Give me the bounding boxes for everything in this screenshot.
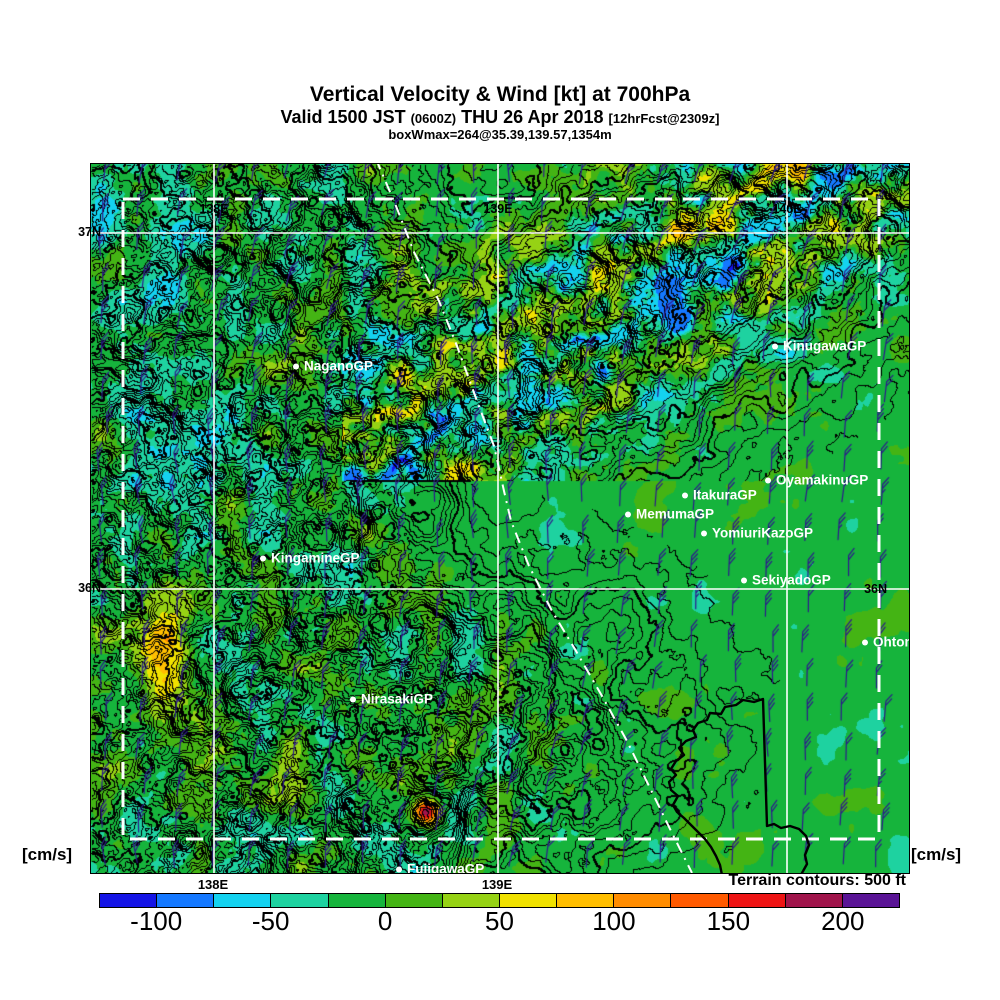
utc-time-label: (0600Z)	[410, 111, 457, 126]
station-marker: YomiuriKazoGP	[701, 526, 813, 541]
lon-label-top: 140E	[772, 202, 802, 216]
units-label-right: [cm/s]	[911, 845, 962, 864]
colorbar-tick-label: 150	[706, 906, 751, 936]
station-marker: OyamakinuGP	[765, 473, 868, 488]
colorbar-segment	[784, 893, 843, 908]
colorbar-tick-label: 200	[821, 906, 865, 936]
valid-time-line: Valid 1500 JST (0600Z) THU 26 Apr 2018 […	[0, 107, 1000, 128]
lon-label-top: 138E	[199, 202, 229, 216]
station-dot-icon	[741, 577, 747, 583]
colorbar-segment	[270, 893, 329, 908]
map-area: NaganoGP KinugawaGP OyamakinuGP ItakuraGP Me…	[90, 163, 910, 874]
station-dot-icon	[260, 555, 266, 561]
colorbar-segment	[384, 893, 443, 908]
lon-label-top: 139E	[483, 202, 513, 216]
colorbar-segment	[841, 893, 900, 908]
station-marker: KingamineGP	[260, 551, 360, 566]
prefecture-boundary-line	[377, 164, 693, 873]
model-domain-box	[121, 197, 881, 841]
colorbar-segment	[99, 893, 158, 908]
colorbar-segment	[613, 893, 672, 908]
station-label: ItakuraGP	[693, 487, 757, 503]
station-dot-icon	[293, 363, 299, 369]
valid-date-label: THU 26 Apr 2018	[456, 107, 609, 127]
lat-label-left: 37N	[78, 225, 101, 239]
station-marker: NirasakiGP	[350, 692, 433, 707]
velocity-colorbar	[99, 893, 900, 908]
colorbar-tick-label: 100	[592, 906, 636, 936]
station-label: FujigawaGP	[407, 861, 485, 874]
station-label: YomiuriKazoGP	[712, 525, 814, 541]
colorbar-segment	[556, 893, 615, 908]
valid-time-label: Valid 1500 JST	[280, 107, 411, 127]
station-marker: MemumaGP	[625, 507, 714, 522]
station-label: KingamineGP	[271, 550, 360, 566]
chart-title: Vertical Velocity & Wind [kt] at 700hPa	[309, 83, 691, 106]
forecast-ref-label: [12hrFcst@2309z]	[608, 111, 720, 126]
station-label: OyamakinuGP	[776, 472, 869, 488]
lon-label-bottom: 139E	[481, 877, 513, 892]
colorbar-tick-label: 50	[485, 906, 514, 936]
colorbar-segment	[498, 893, 558, 908]
station-marker: OhtoneGP	[862, 634, 909, 650]
station-dot-icon	[772, 343, 778, 349]
colorbar-segment	[327, 893, 386, 908]
station-dot-icon	[682, 492, 688, 498]
station-dot-icon	[396, 866, 402, 872]
station-dot-icon	[625, 511, 631, 517]
colorbar-tick-label: -50	[251, 906, 290, 936]
colorbar-segment	[213, 893, 272, 908]
wmax-label: boxWmax=264@35.39,139.57,1354m	[388, 127, 612, 142]
station-dot-icon	[701, 530, 707, 536]
colorbar-tick-label: -100	[130, 906, 183, 936]
station-label: MemumaGP	[636, 506, 715, 522]
station-dot-icon	[862, 639, 868, 645]
velocity-field-canvas	[91, 164, 909, 873]
station-label: OhtoneGP	[873, 634, 909, 650]
colorbar-tick-label: 0	[377, 906, 393, 936]
station-label: SekiyadoGP	[752, 572, 831, 588]
tokyo-bay-coastline	[667, 697, 811, 873]
station-label: KinugawaGP	[783, 338, 867, 354]
lat-label-left: 36N	[78, 581, 101, 595]
colorbar-segment	[441, 893, 500, 908]
map-overlay	[91, 164, 909, 873]
colorbar-segment	[156, 893, 215, 908]
station-marker: KinugawaGP	[772, 339, 866, 354]
units-label-left: [cm/s]	[22, 845, 73, 864]
station-dot-icon	[350, 696, 356, 702]
station-marker: ItakuraGP	[682, 488, 757, 503]
station-marker: NaganoGP	[293, 359, 373, 374]
lat-label-right: 36N	[864, 582, 887, 596]
station-dot-icon	[765, 477, 771, 483]
terrain-contour-note: Terrain contours: 500 ft	[728, 872, 906, 889]
station-marker: FujigawaGP	[396, 861, 485, 874]
station-label: NirasakiGP	[361, 691, 434, 707]
station-marker: SekiyadoGP	[741, 573, 831, 588]
colorbar-segment	[727, 893, 786, 908]
colorbar-segment	[670, 893, 729, 908]
latlon-gridlines	[91, 164, 909, 873]
lon-label-bottom: 138E	[197, 877, 229, 892]
station-label: NaganoGP	[304, 358, 374, 374]
